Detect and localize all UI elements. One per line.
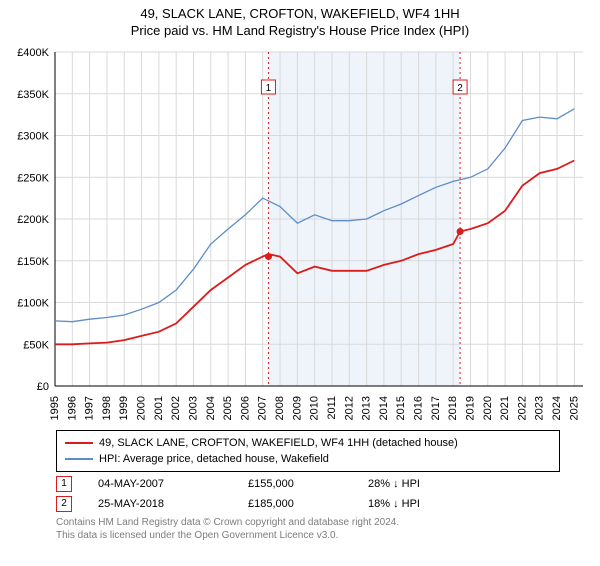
legend-item: HPI: Average price, detached house, Wake… <box>65 451 551 467</box>
svg-text:2015: 2015 <box>395 396 407 420</box>
svg-text:2017: 2017 <box>430 396 442 420</box>
entry-hpi-diff: 18% ↓ HPI <box>368 498 478 510</box>
footer-line-1: Contains HM Land Registry data © Crown c… <box>56 516 560 529</box>
svg-text:2006: 2006 <box>239 396 251 420</box>
footer-attribution: Contains HM Land Registry data © Crown c… <box>56 516 560 542</box>
svg-text:2021: 2021 <box>499 396 511 420</box>
svg-text:2022: 2022 <box>516 396 528 420</box>
svg-text:2001: 2001 <box>153 396 165 420</box>
entry-price: £155,000 <box>248 478 368 490</box>
svg-text:2004: 2004 <box>205 396 217 420</box>
legend-swatch <box>65 442 93 444</box>
svg-text:£0: £0 <box>37 381 49 393</box>
svg-text:1995: 1995 <box>49 396 61 420</box>
svg-text:2009: 2009 <box>291 396 303 420</box>
sale-entry-row: 1 04-MAY-2007£155,00028% ↓ HPI <box>56 476 560 492</box>
footer-line-2: This data is licensed under the Open Gov… <box>56 529 560 542</box>
svg-text:1999: 1999 <box>118 396 130 420</box>
chart-container: 49, SLACK LANE, CROFTON, WAKEFIELD, WF4 … <box>0 6 600 566</box>
svg-text:1: 1 <box>266 83 272 94</box>
chart-area: £0 £50K £100K £150K £200K £250K £300K £350K £400… <box>5 44 595 424</box>
svg-text:2018: 2018 <box>447 396 459 420</box>
svg-text:2016: 2016 <box>413 396 425 420</box>
svg-text:£250K: £250K <box>17 172 49 184</box>
svg-text:£200K: £200K <box>17 214 49 226</box>
legend-swatch <box>65 458 93 460</box>
chart-subtitle: Price paid vs. HM Land Registry's House … <box>0 23 600 38</box>
svg-text:£150K: £150K <box>17 256 49 268</box>
svg-text:£350K: £350K <box>17 89 49 101</box>
svg-text:2003: 2003 <box>187 396 199 420</box>
svg-text:2002: 2002 <box>170 396 182 420</box>
legend-label: 49, SLACK LANE, CROFTON, WAKEFIELD, WF4 … <box>99 435 458 451</box>
svg-text:£300K: £300K <box>17 131 49 143</box>
svg-text:2010: 2010 <box>309 396 321 420</box>
svg-text:2011: 2011 <box>326 396 338 420</box>
svg-text:2012: 2012 <box>343 396 355 420</box>
svg-text:2005: 2005 <box>222 396 234 420</box>
sale-entries: 1 04-MAY-2007£155,00028% ↓ HPI 2 25-MAY-201… <box>56 476 560 512</box>
entry-date: 25-MAY-2018 <box>98 498 248 510</box>
sale-entry-row: 2 25-MAY-2018£185,00018% ↓ HPI <box>56 496 560 512</box>
legend-box: 49, SLACK LANE, CROFTON, WAKEFIELD, WF4 … <box>56 430 560 472</box>
svg-text:2008: 2008 <box>274 396 286 420</box>
svg-text:2025: 2025 <box>568 396 580 420</box>
svg-text:2: 2 <box>457 83 463 94</box>
legend-item: 49, SLACK LANE, CROFTON, WAKEFIELD, WF4 … <box>65 435 551 451</box>
svg-text:2014: 2014 <box>378 396 390 420</box>
svg-text:1998: 1998 <box>101 396 113 420</box>
svg-text:2007: 2007 <box>257 396 269 420</box>
svg-text:2020: 2020 <box>482 396 494 420</box>
entry-badge: 1 <box>56 476 72 492</box>
chart-title-address: 49, SLACK LANE, CROFTON, WAKEFIELD, WF4 … <box>0 6 600 21</box>
svg-text:£400K: £400K <box>17 47 49 59</box>
svg-text:£100K: £100K <box>17 298 49 310</box>
entry-badge: 2 <box>56 496 72 512</box>
entry-date: 04-MAY-2007 <box>98 478 248 490</box>
svg-text:1996: 1996 <box>66 396 78 420</box>
entry-hpi-diff: 28% ↓ HPI <box>368 478 478 490</box>
svg-text:2000: 2000 <box>136 396 148 420</box>
svg-text:£50K: £50K <box>23 339 49 351</box>
legend-label: HPI: Average price, detached house, Wake… <box>99 451 329 467</box>
svg-text:1997: 1997 <box>84 396 96 420</box>
price-chart-svg: £0 £50K £100K £150K £200K £250K £300K £350K £400… <box>5 44 595 424</box>
svg-text:2023: 2023 <box>534 396 546 420</box>
svg-text:2024: 2024 <box>551 396 563 420</box>
svg-text:2019: 2019 <box>464 396 476 420</box>
svg-text:2013: 2013 <box>361 396 373 420</box>
entry-price: £185,000 <box>248 498 368 510</box>
